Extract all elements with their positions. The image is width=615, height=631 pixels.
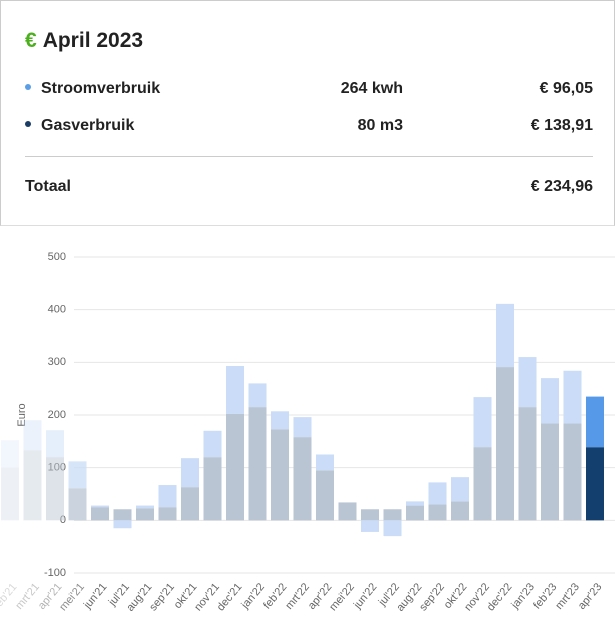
row-name: Gasverbruik <box>41 117 135 134</box>
bar-segment <box>136 505 154 509</box>
bar-segment <box>316 454 334 471</box>
bar-segment <box>451 501 469 521</box>
x-tick-label: jan'22 <box>239 581 267 612</box>
x-tick-label: dec'22 <box>485 581 515 613</box>
total-row: Totaal € 234,96 <box>25 178 593 196</box>
bar-segment <box>473 447 492 521</box>
legend-dot <box>25 120 31 127</box>
bar-segment <box>496 303 514 368</box>
bar-segment <box>136 508 154 521</box>
y-tick-label: 200 <box>48 409 66 421</box>
legend-dot <box>25 83 31 90</box>
title: € April 2023 <box>25 29 143 53</box>
bar-segment <box>586 396 604 448</box>
total-cost: € 234,96 <box>530 178 593 195</box>
bar-segment <box>361 509 379 521</box>
total-label: Totaal <box>25 178 71 195</box>
bar-segment <box>226 366 244 414</box>
bar-segment <box>23 420 42 451</box>
divider <box>25 156 593 157</box>
bar-segment <box>428 482 447 505</box>
bar-segment <box>361 520 379 532</box>
euro-icon: € <box>25 29 37 52</box>
y-tick-label: 300 <box>48 356 66 368</box>
bar-segment <box>451 477 469 502</box>
x-tick-label: jan'23 <box>509 581 537 612</box>
bar-segment <box>91 505 109 508</box>
bar-segment <box>113 509 132 521</box>
row-name: Stroomverbruik <box>41 80 161 97</box>
x-tick-label: mrt'21 <box>13 581 42 612</box>
bar-segment <box>226 413 244 521</box>
bar-segment <box>68 488 87 521</box>
title-text: April 2023 <box>42 29 144 52</box>
row-amount: 264 kwh <box>340 80 403 97</box>
row: Stroomverbruik 264 kwh € 96,05 <box>25 80 593 98</box>
x-tick-label: jun'21 <box>81 581 109 612</box>
bar-segment <box>338 502 357 521</box>
bar-segment <box>203 457 222 521</box>
x-tick-label: sep'22 <box>417 581 447 613</box>
bar-segment <box>181 487 199 521</box>
x-tick-label: dec'21 <box>215 581 245 613</box>
bar-segment <box>158 507 177 521</box>
bar-segment <box>518 357 537 408</box>
x-tick-label: apr'23 <box>576 581 605 612</box>
y-axis-label: Euro <box>16 403 28 426</box>
summary-card: € April 2023 Stroomverbruik 264 kwh € 96,05… <box>0 0 615 226</box>
bar-segment <box>586 447 604 521</box>
bar-segment <box>203 430 222 458</box>
bar-segment <box>158 485 177 508</box>
bar-segment <box>46 457 64 521</box>
bar-segment <box>406 501 424 506</box>
bar-segment <box>113 520 132 529</box>
y-tick-label: 100 <box>48 462 66 474</box>
row: Gasverbruik 80 m3 € 138,91 <box>25 117 593 135</box>
bar-segment <box>91 507 109 521</box>
x-tick-label: mrt'23 <box>553 581 582 612</box>
y-tick-label: 400 <box>48 304 66 316</box>
x-tick-label: mrt'22 <box>283 581 312 612</box>
bar-segment <box>68 461 87 489</box>
bar-segment <box>46 430 64 458</box>
bar-segment <box>316 470 334 521</box>
chart: Euro -1000100200300400500feb'21mrt'21apr… <box>0 251 615 614</box>
bar-segment <box>271 411 289 430</box>
bar-segment <box>271 429 289 521</box>
bar-segment <box>563 370 582 424</box>
bar-segment <box>428 504 447 521</box>
bar-segment <box>406 505 424 521</box>
bar-segment <box>383 520 402 537</box>
bar-segment <box>1 467 19 521</box>
bar-segment <box>23 450 42 521</box>
row-amount: 80 m3 <box>357 117 403 134</box>
bar-segment <box>383 509 402 521</box>
bar-segment <box>1 440 19 468</box>
x-tick-label: mei'21 <box>57 581 87 613</box>
bar-segment <box>248 407 267 521</box>
bar-segment <box>248 383 267 408</box>
x-tick-label: mei'22 <box>327 581 357 613</box>
row-cost: € 96,05 <box>539 80 593 97</box>
bar-segment <box>541 378 559 424</box>
bar-segment <box>293 417 312 438</box>
bar-segment <box>181 458 199 488</box>
y-tick-label: 500 <box>48 251 66 263</box>
bar-segment <box>496 367 514 521</box>
bar-segment <box>563 423 582 521</box>
y-tick-label: -100 <box>44 567 66 579</box>
x-tick-label: jun'22 <box>351 581 379 612</box>
row-cost: € 138,91 <box>530 117 593 134</box>
x-tick-label: sep'21 <box>147 581 177 613</box>
bar-segment <box>518 407 537 521</box>
bar-segment <box>293 437 312 521</box>
bar-segment <box>541 423 559 521</box>
bar-segment <box>473 397 492 448</box>
y-tick-label: 0 <box>60 514 66 526</box>
